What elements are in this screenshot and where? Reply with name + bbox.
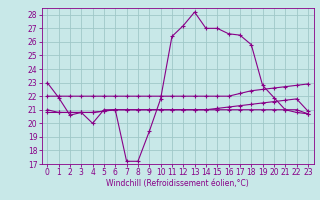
X-axis label: Windchill (Refroidissement éolien,°C): Windchill (Refroidissement éolien,°C) [106, 179, 249, 188]
